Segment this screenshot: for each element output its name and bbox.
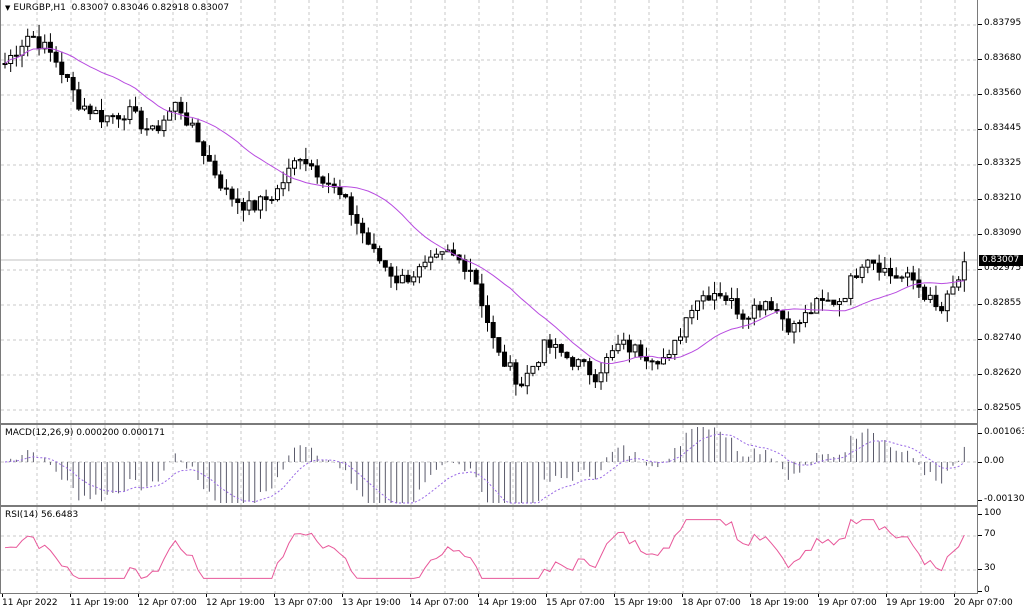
ohlc-close: 0.83007 bbox=[191, 3, 230, 13]
chart-legend: ▼ EURGBP,H1 0.83007 0.83046 0.82918 0.830… bbox=[5, 3, 229, 13]
time-label: 19 Apr 07:00 bbox=[818, 594, 877, 608]
time-label: 14 Apr 07:00 bbox=[410, 594, 469, 608]
price-tick-label: 0.83090 bbox=[977, 228, 1022, 238]
macd-panel[interactable]: MACD(12,26,9) 0.000200 0.000171 bbox=[0, 425, 978, 507]
price-chart-panel[interactable]: ▼ EURGBP,H1 0.83007 0.83046 0.82918 0.830… bbox=[0, 0, 978, 425]
time-label: 19 Apr 19:00 bbox=[886, 594, 945, 608]
time-label: 20 Apr 07:00 bbox=[954, 594, 1013, 608]
symbol-timeframe: EURGBP,H1 bbox=[13, 3, 66, 13]
candlestick-plot bbox=[1, 0, 978, 423]
price-tick-label: 0.82855 bbox=[977, 298, 1022, 308]
macd-plot bbox=[1, 425, 978, 505]
macd-scale-min: -0.001303 bbox=[977, 494, 1024, 504]
current-price-marker: 0.83007 bbox=[979, 255, 1023, 266]
macd-scale-zero: 0.00 bbox=[977, 456, 1005, 466]
price-tick-label: 0.83325 bbox=[977, 158, 1022, 168]
price-tick-label: 0.82620 bbox=[977, 368, 1022, 378]
ohlc-low: 0.82918 bbox=[151, 3, 189, 13]
time-label: 18 Apr 07:00 bbox=[682, 594, 741, 608]
triangle-down-icon[interactable]: ▼ bbox=[5, 4, 11, 12]
time-label: 12 Apr 19:00 bbox=[206, 594, 265, 608]
macd-scale-max: 0.001063 bbox=[978, 427, 1024, 437]
price-tick-label: 0.82975 bbox=[977, 263, 1022, 273]
time-axis[interactable]: 11 Apr 2022 11 Apr 19:00 12 Apr 07:00 12… bbox=[0, 594, 1024, 613]
ohlc-open: 0.83007 bbox=[71, 3, 109, 13]
ohlc-high: 0.83046 bbox=[111, 3, 149, 13]
price-tick-label: 0.83210 bbox=[977, 193, 1022, 203]
rsi-scale[interactable]: 100 70 30 0 bbox=[977, 507, 1024, 595]
rsi-scale-70: 70 bbox=[977, 529, 996, 539]
time-label: 13 Apr 07:00 bbox=[274, 594, 333, 608]
rsi-panel[interactable]: RSI(14) 56.6483 bbox=[0, 507, 978, 594]
price-tick-label: 0.83795 bbox=[977, 18, 1022, 28]
price-tick-label: 0.83680 bbox=[977, 53, 1022, 63]
rsi-scale-100: 100 bbox=[977, 508, 1002, 518]
time-label: 18 Apr 19:00 bbox=[750, 594, 809, 608]
rsi-legend: RSI(14) 56.6483 bbox=[5, 510, 79, 520]
time-label: 13 Apr 19:00 bbox=[342, 594, 401, 608]
time-label: 11 Apr 19:00 bbox=[70, 594, 129, 608]
rsi-plot bbox=[1, 507, 978, 593]
time-label: 14 Apr 19:00 bbox=[478, 594, 537, 608]
macd-legend: MACD(12,26,9) 0.000200 0.000171 bbox=[5, 428, 165, 438]
price-tick-label: 0.83560 bbox=[977, 88, 1022, 98]
price-tick-label: 0.82505 bbox=[977, 403, 1022, 413]
time-label: 15 Apr 07:00 bbox=[546, 594, 605, 608]
time-label: 12 Apr 07:00 bbox=[138, 594, 197, 608]
time-label: 11 Apr 2022 bbox=[2, 594, 58, 608]
macd-scale[interactable]: 0.001063 0.00 -0.001303 bbox=[977, 425, 1024, 505]
price-scale[interactable]: 0.83795 0.83680 0.83560 0.83445 0.83325 0.832… bbox=[977, 0, 1024, 423]
rsi-scale-0: 0 bbox=[978, 585, 990, 595]
time-label: 15 Apr 19:00 bbox=[614, 594, 673, 608]
price-tick-label: 0.83445 bbox=[977, 123, 1022, 133]
price-tick-label: 0.82740 bbox=[977, 333, 1022, 343]
rsi-scale-30: 30 bbox=[977, 563, 996, 573]
